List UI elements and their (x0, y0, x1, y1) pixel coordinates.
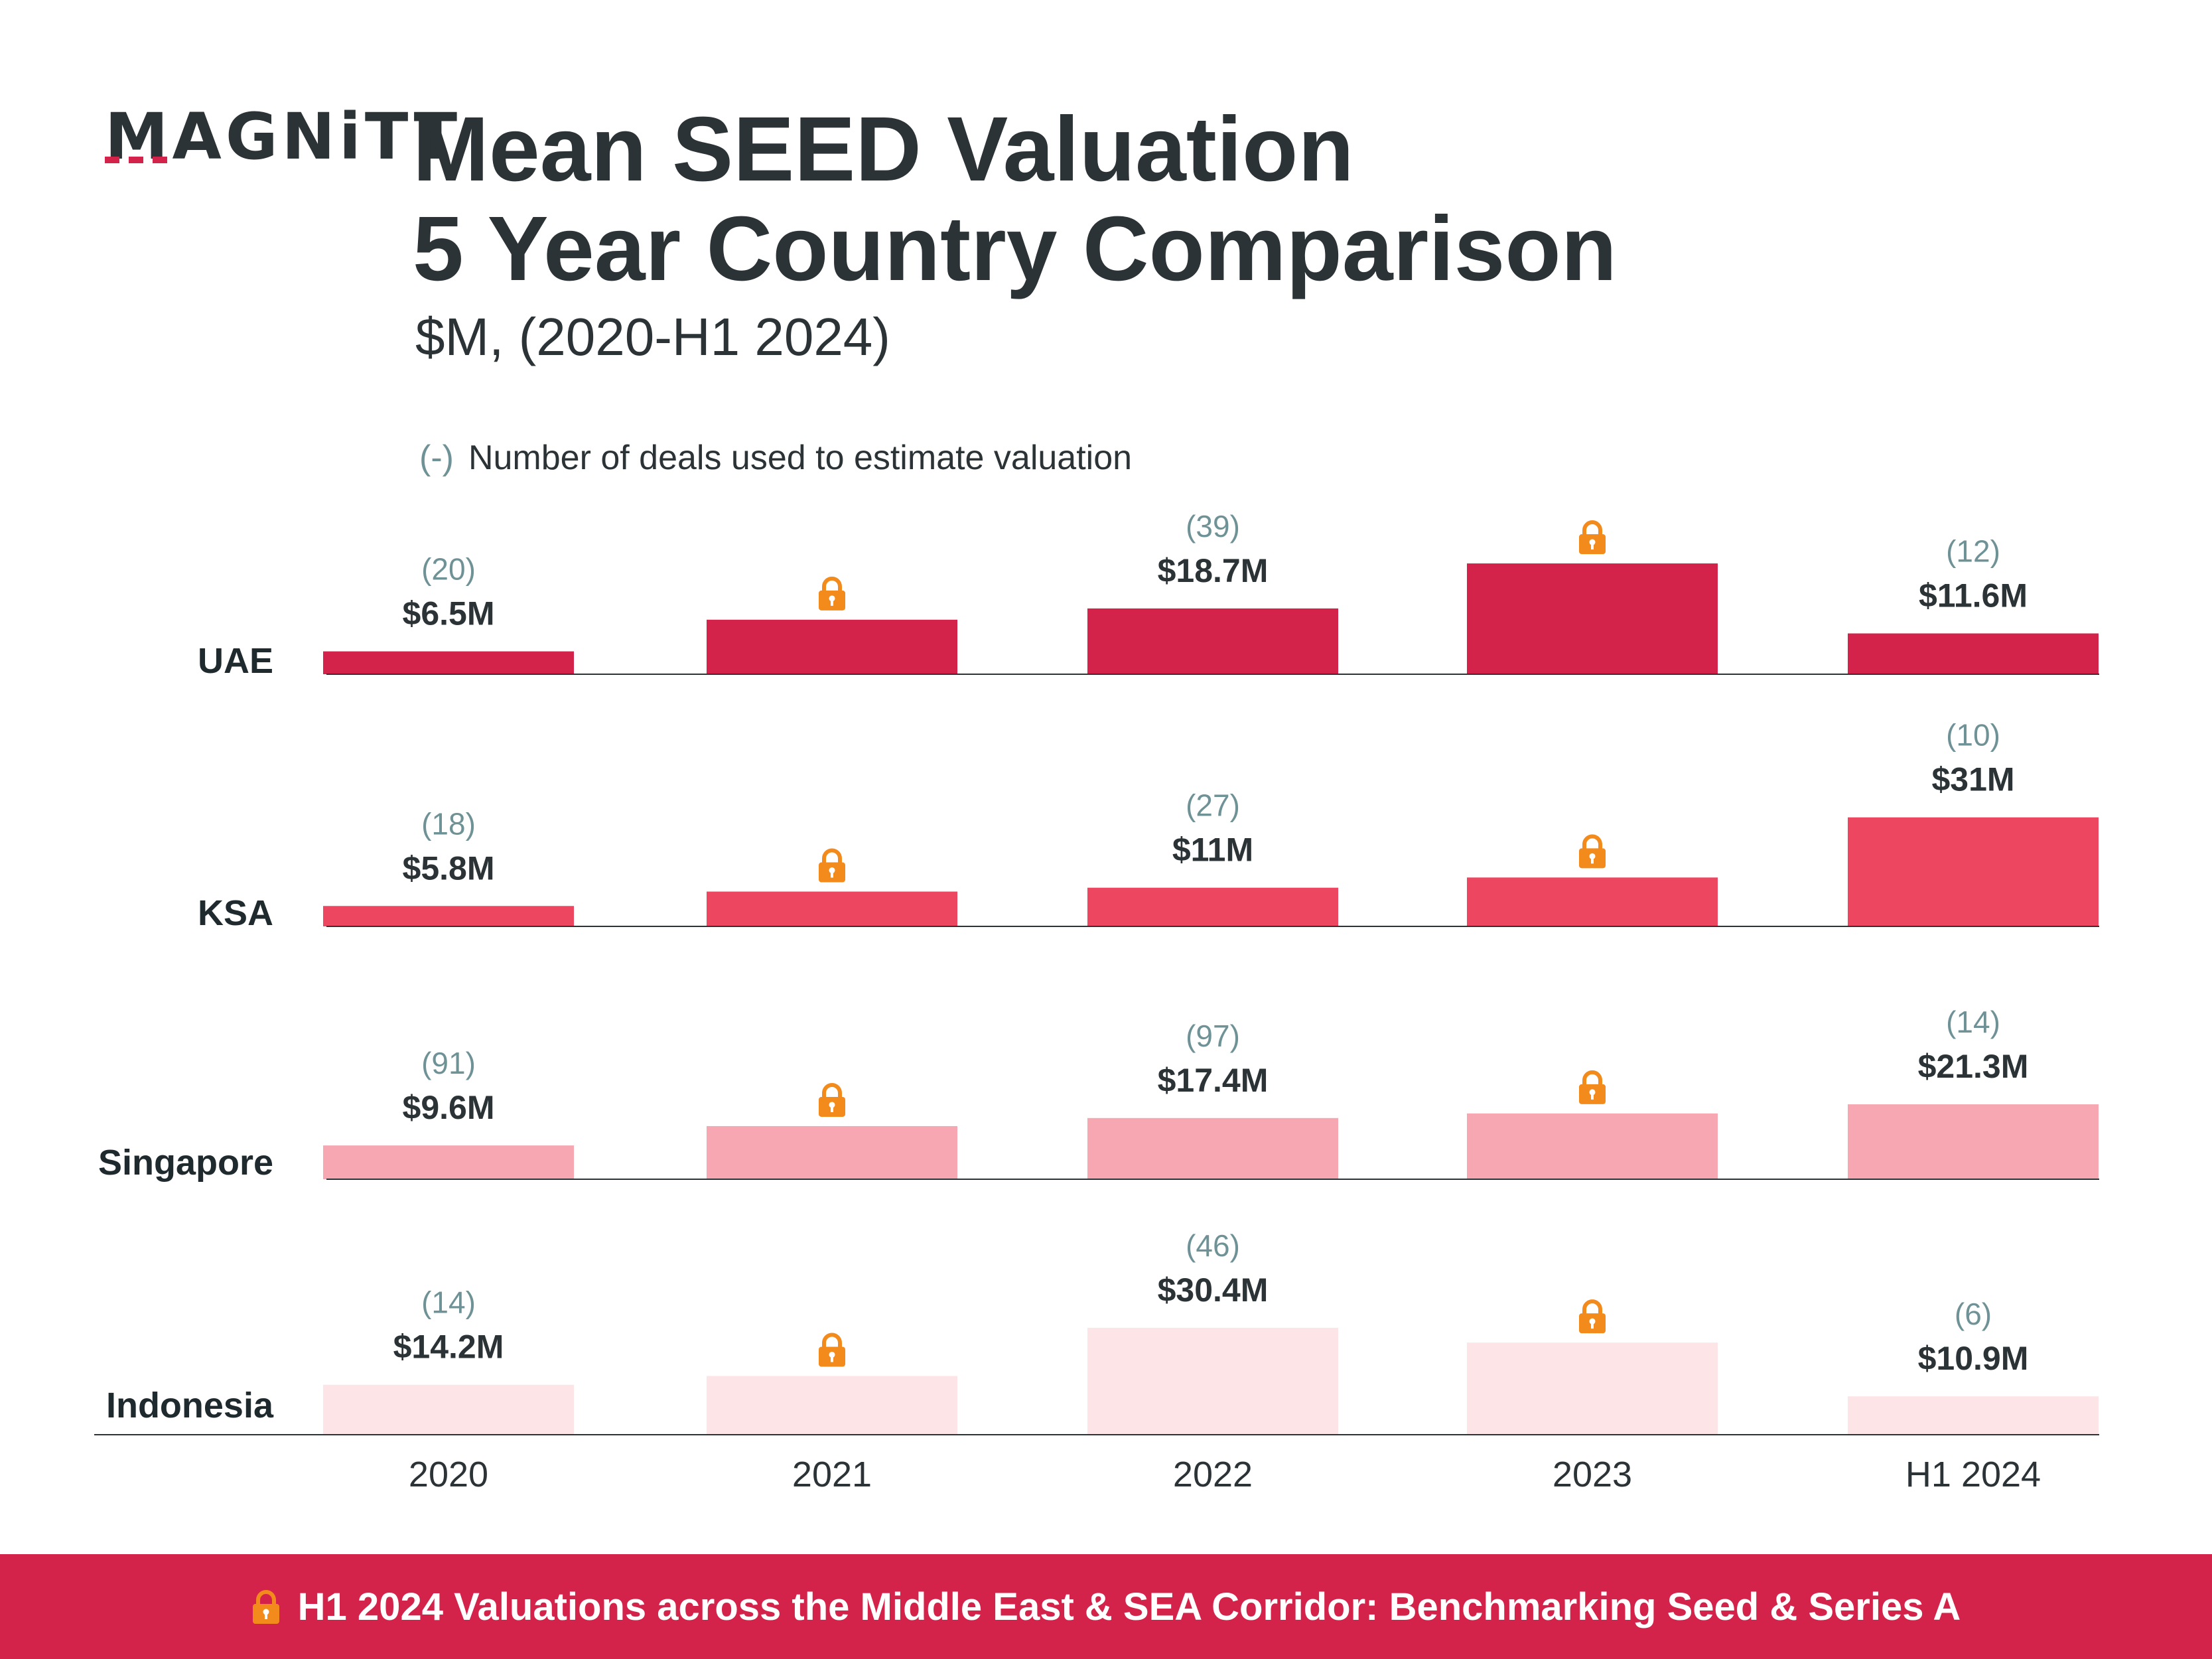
legend-symbol: (-) (419, 439, 454, 477)
legend-text: Number of deals used to estimate valuati… (468, 439, 1133, 477)
logo-accent (105, 157, 167, 163)
value-label: $11.6M (1919, 577, 2028, 614)
lock-icon (819, 1082, 845, 1117)
deal-count-label: (46) (1186, 1228, 1240, 1263)
value-label: $18.7M (1158, 552, 1269, 589)
chart-subtitle: $M, (2020-H1 2024) (415, 307, 890, 366)
bar-ksa-2021 (707, 891, 957, 926)
row-label-uae: UAE (198, 641, 273, 681)
deal-count-label: (91) (421, 1046, 476, 1080)
title-line-2: 5 Year Country Comparison (413, 198, 1617, 300)
lock-icon (1579, 834, 1606, 869)
value-label: $9.6M (403, 1089, 495, 1126)
bar-uae-2021 (707, 619, 957, 674)
row-label-singapore: Singapore (98, 1143, 273, 1183)
x-tick-label: 2021 (792, 1455, 872, 1494)
bar-uae-2022 (1087, 608, 1338, 674)
bar-indonesia-2020 (323, 1384, 574, 1435)
lock-icon (1579, 520, 1606, 555)
deal-count-label: (20) (421, 552, 476, 587)
lock-icon (1579, 1070, 1606, 1104)
lock-icon (1579, 1299, 1606, 1334)
bar-singapore-h1-2024 (1848, 1104, 2099, 1179)
bar-singapore-2022 (1087, 1118, 1338, 1179)
deal-count-legend: (-) Number of deals used to estimate valu… (419, 438, 1132, 478)
row-label-ksa: KSA (198, 893, 273, 933)
lock-icon (819, 1333, 845, 1367)
footer-text: H1 2024 Valuations across the Middle Eas… (297, 1585, 1961, 1628)
deal-count-label: (14) (421, 1285, 476, 1320)
x-tick-label: 2023 (1553, 1455, 1632, 1494)
lock-icon (819, 576, 845, 611)
chart-title: Mean SEED Valuation 5 Year Country Compa… (413, 100, 1617, 299)
bar-indonesia-2021 (707, 1376, 957, 1435)
bar-ksa-2020 (323, 906, 574, 926)
deal-count-label: (39) (1186, 509, 1240, 543)
bar-uae-2020 (323, 651, 574, 674)
title-line-1: Mean SEED Valuation (413, 98, 1354, 200)
bar-singapore-2021 (707, 1125, 957, 1179)
deal-count-label: (18) (421, 806, 476, 841)
row-label-indonesia: Indonesia (106, 1386, 274, 1425)
bar-indonesia-2023 (1467, 1342, 1718, 1435)
bar-indonesia-h1-2024 (1848, 1396, 2099, 1435)
value-label: $21.3M (1918, 1048, 2029, 1085)
bar-uae-2023 (1467, 563, 1718, 674)
value-label: $17.4M (1158, 1062, 1269, 1099)
value-label: $30.4M (1158, 1271, 1269, 1309)
deal-count-label: (14) (1946, 1005, 2000, 1039)
valuation-chart: $6.5M (20) $18.7M (39) $11.6M (12) UAE $5.8M (18… (94, 509, 2099, 1494)
x-tick-label: 2022 (1173, 1455, 1253, 1494)
lock-icon (252, 1590, 279, 1624)
deal-count-label: (6) (1955, 1297, 1992, 1331)
x-tick-label: H1 2024 (1905, 1455, 2041, 1494)
x-tick-label: 2020 (409, 1455, 488, 1494)
bar-ksa-2022 (1087, 887, 1338, 926)
bar-uae-h1-2024 (1848, 633, 2099, 674)
value-label: $5.8M (403, 849, 495, 887)
bar-ksa-h1-2024 (1848, 817, 2099, 926)
bar-ksa-2023 (1467, 877, 1718, 926)
value-label: $11M (1172, 831, 1253, 869)
lock-icon (819, 848, 845, 883)
footer-banner: H1 2024 Valuations across the Middle Eas… (0, 1554, 2212, 1659)
deal-count-label: (27) (1186, 788, 1240, 823)
deal-count-label: (12) (1946, 534, 2000, 569)
value-label: $31M (1931, 761, 2014, 798)
deal-count-label: (10) (1946, 718, 2000, 753)
bar-singapore-2020 (323, 1145, 574, 1179)
bar-singapore-2023 (1467, 1113, 1718, 1179)
bar-indonesia-2022 (1087, 1327, 1338, 1435)
value-label: $6.5M (403, 595, 495, 632)
value-label: $10.9M (1918, 1340, 2029, 1377)
deal-count-label: (97) (1186, 1019, 1240, 1053)
value-label: $14.2M (393, 1329, 504, 1366)
